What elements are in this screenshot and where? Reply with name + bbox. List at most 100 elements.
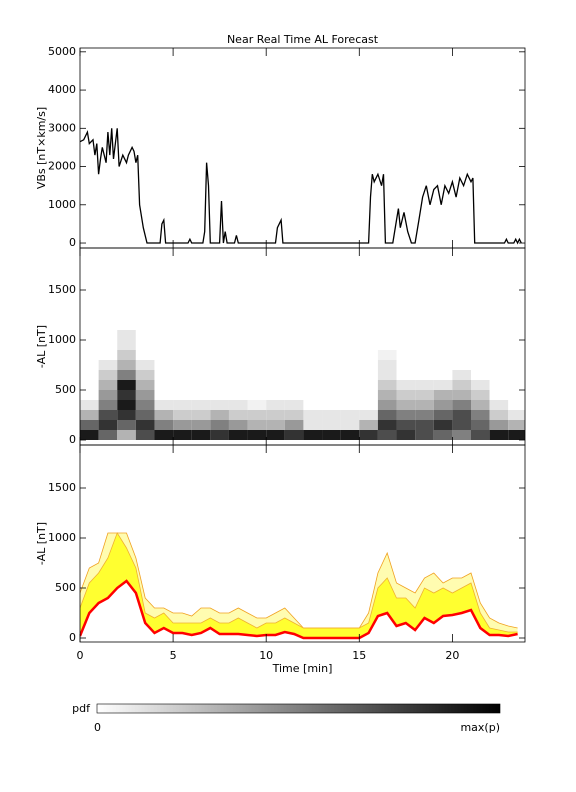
heat-cell xyxy=(210,330,229,340)
heat-cell xyxy=(303,340,323,350)
heat-cell xyxy=(284,390,304,400)
heat-cell xyxy=(415,360,434,370)
heat-cell xyxy=(322,410,341,420)
heat-cell xyxy=(191,380,211,390)
heat-cell xyxy=(340,400,360,410)
heat-cell xyxy=(98,360,118,370)
heat-cell xyxy=(191,430,211,440)
heat-cell xyxy=(284,370,304,380)
heat-cell xyxy=(396,430,416,440)
heat-cell xyxy=(489,400,509,410)
heat-cell xyxy=(415,340,434,350)
heat-cell xyxy=(508,400,525,410)
heat-cell xyxy=(228,390,248,400)
heat-cell xyxy=(377,340,397,350)
heat-cell xyxy=(247,390,267,400)
y-axis-label: VBs [nT×km/s] xyxy=(35,107,48,189)
heat-cell xyxy=(471,330,490,340)
heat-cell xyxy=(377,380,397,390)
heat-cell xyxy=(508,360,525,370)
heat-cell xyxy=(247,400,267,410)
heat-cell xyxy=(340,340,360,350)
heat-cell xyxy=(489,360,509,370)
heat-cell xyxy=(210,420,229,430)
heat-cell xyxy=(80,400,99,410)
heat-cell xyxy=(471,340,490,350)
heat-cell xyxy=(452,350,472,360)
heat-cell xyxy=(359,390,378,400)
heat-cell xyxy=(98,390,118,400)
heat-cell xyxy=(284,380,304,390)
y-tick-label: 2000 xyxy=(48,160,76,173)
heat-cell xyxy=(415,380,434,390)
heat-cell xyxy=(247,330,267,340)
heat-cell xyxy=(228,380,248,390)
heat-cell xyxy=(433,420,453,430)
heat-cell xyxy=(154,330,174,340)
heat-cell xyxy=(359,380,378,390)
heat-cell xyxy=(191,370,211,380)
heat-cell xyxy=(452,370,472,380)
heat-cell xyxy=(340,350,360,360)
heat-cell xyxy=(210,400,229,410)
heat-cell xyxy=(173,340,192,350)
plot-area xyxy=(80,330,525,440)
heat-cell xyxy=(359,340,378,350)
heat-cell xyxy=(135,420,155,430)
heat-cell xyxy=(266,430,285,440)
heat-cell xyxy=(396,350,416,360)
colorbar-label: pdf xyxy=(72,702,91,715)
heat-cell xyxy=(396,380,416,390)
heat-cell xyxy=(266,420,285,430)
heat-cell xyxy=(471,360,490,370)
heat-cell xyxy=(135,340,155,350)
heat-cell xyxy=(154,400,174,410)
heat-cell xyxy=(80,430,99,440)
heat-cell xyxy=(266,390,285,400)
heat-cell xyxy=(117,410,136,420)
heat-cell xyxy=(359,430,378,440)
heat-cell xyxy=(415,400,434,410)
heat-cell xyxy=(266,380,285,390)
heat-cell xyxy=(80,390,99,400)
heat-cell xyxy=(433,330,453,340)
heat-cell xyxy=(135,330,155,340)
heat-cell xyxy=(508,420,525,430)
heat-cell xyxy=(247,420,267,430)
heat-cell xyxy=(117,350,136,360)
heat-cell xyxy=(415,430,434,440)
heat-cell xyxy=(433,360,453,370)
heat-cell xyxy=(452,380,472,390)
heat-cell xyxy=(135,400,155,410)
heat-cell xyxy=(154,420,174,430)
heat-cell xyxy=(210,340,229,350)
heat-cell xyxy=(396,420,416,430)
heat-cell xyxy=(135,350,155,360)
heat-cell xyxy=(228,410,248,420)
x-tick-label: 10 xyxy=(259,649,273,662)
heat-cell xyxy=(489,340,509,350)
x-tick-label: 5 xyxy=(170,649,177,662)
heat-cell xyxy=(471,430,490,440)
heat-cell xyxy=(210,360,229,370)
heat-cell xyxy=(80,420,99,430)
heat-cell xyxy=(340,430,360,440)
heat-cell xyxy=(154,370,174,380)
heat-cell xyxy=(489,350,509,360)
heat-cell xyxy=(266,340,285,350)
heat-cell xyxy=(173,400,192,410)
heat-cell xyxy=(284,430,304,440)
y-axis-label: -AL [nT] xyxy=(35,325,48,368)
heat-cell xyxy=(452,340,472,350)
heat-cell xyxy=(173,330,192,340)
heat-cell xyxy=(396,390,416,400)
heat-cell xyxy=(359,350,378,360)
heat-cell xyxy=(117,360,136,370)
y-axis-label: -AL [nT] xyxy=(35,522,48,565)
heat-cell xyxy=(284,350,304,360)
heat-cell xyxy=(247,340,267,350)
heat-cell xyxy=(415,350,434,360)
heat-cell xyxy=(247,360,267,370)
y-tick-label: 3000 xyxy=(48,121,76,134)
